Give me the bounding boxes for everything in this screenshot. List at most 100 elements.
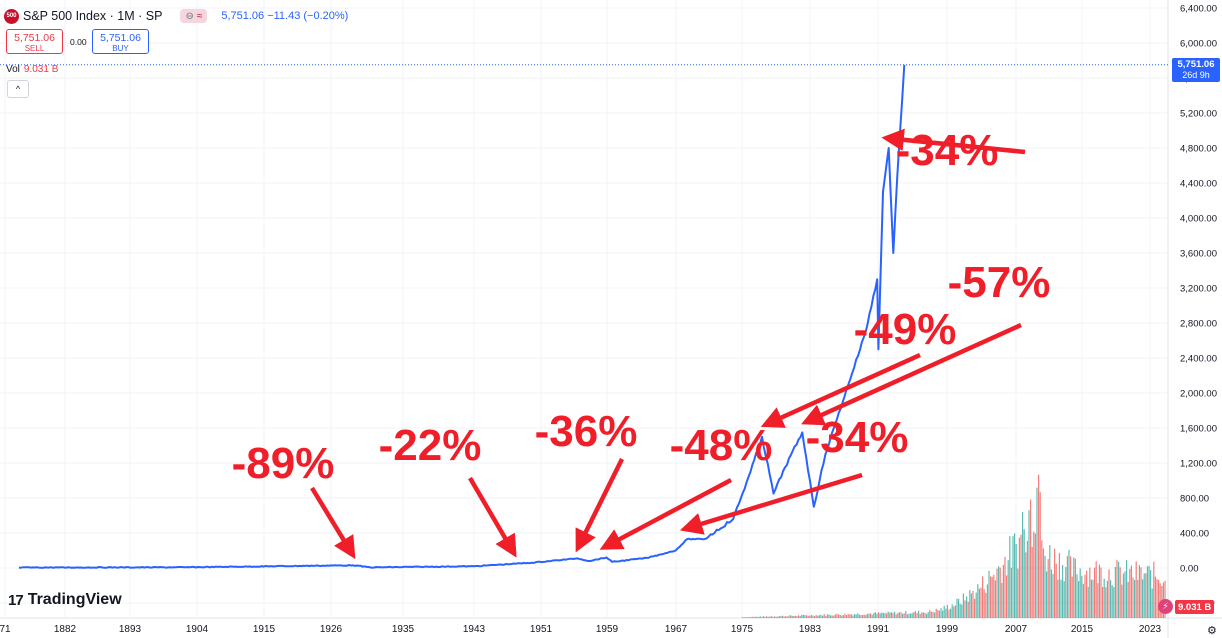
volume-bar (908, 613, 910, 618)
volume-bar (1151, 588, 1153, 618)
drawdown-label: -36% (535, 407, 638, 456)
volume-bar (882, 613, 884, 618)
volume-bar (1090, 579, 1092, 618)
volume-bar (1004, 556, 1006, 618)
volume-bar (874, 612, 876, 618)
volume-bar (1158, 579, 1160, 618)
buy-button[interactable]: 5,751.06 BUY (92, 29, 149, 54)
drawdown-arrow (679, 472, 863, 535)
volume-bar (866, 613, 868, 618)
x-tick-label: 1915 (253, 624, 276, 635)
x-tick-label: 1904 (186, 624, 209, 635)
volume-bar (748, 616, 750, 618)
volume-bar (887, 611, 889, 618)
lightning-icon[interactable]: ⚡ (1158, 599, 1173, 614)
volume-bar (1060, 579, 1062, 618)
volume-bar (863, 614, 865, 618)
compare-icon[interactable]: ≈ (196, 10, 203, 22)
volume-bar (1065, 567, 1067, 618)
volume-bar (1097, 583, 1099, 618)
sell-button[interactable]: 5,751.06 SELL (6, 29, 63, 54)
volume-bar (852, 615, 854, 618)
y-tick-label: 1,600.00 (1180, 424, 1217, 435)
volume-bar (774, 616, 776, 618)
volume-bar (770, 616, 772, 618)
volume-bar (927, 611, 929, 618)
volume-bar (902, 613, 904, 618)
volume-bar (1126, 560, 1128, 618)
drawdown-label: -89% (232, 439, 335, 488)
volume-bar (910, 613, 912, 618)
volume-bar (970, 593, 972, 618)
volume-bar (1078, 581, 1080, 618)
volume-bar (1132, 577, 1134, 618)
volume-bar (1124, 571, 1126, 618)
volume-bar (1073, 557, 1075, 618)
volume-bar (1134, 579, 1136, 618)
indicator-toggle[interactable]: ⊖ ≈ (180, 9, 208, 23)
y-tick-label: 6,000.00 (1180, 39, 1217, 50)
volume-bar (814, 616, 816, 618)
symbol-title[interactable]: S&P 500 Index · 1M · SP (23, 9, 163, 23)
y-tick-label: 2,000.00 (1180, 389, 1217, 400)
volume-bar (1052, 573, 1054, 618)
volume-badge: 9.031 B (1175, 600, 1215, 614)
y-tick-label: 4,400.00 (1180, 179, 1217, 190)
volume-bar (1012, 536, 1014, 618)
last-price-tag: 5,751.06 26d 9h (1172, 58, 1220, 82)
volume-bar (831, 615, 833, 618)
y-tick-label: 1,200.00 (1180, 459, 1217, 470)
volume-legend: Vol 9.031 B (6, 64, 58, 75)
volume-bar (1038, 474, 1040, 618)
volume-bar (826, 614, 828, 618)
volume-bar (1143, 573, 1145, 618)
volume-bar (857, 613, 859, 618)
volume-bar (1140, 567, 1142, 618)
volume-bar (988, 570, 990, 618)
volume-bar (1148, 565, 1150, 618)
volume-bar (865, 615, 867, 618)
volume-bar (1086, 570, 1088, 618)
volume-bar (788, 615, 790, 618)
volume-bar (897, 612, 899, 618)
hide-icon[interactable]: ⊖ (185, 10, 194, 22)
volume-bar (943, 605, 945, 618)
volume-bar (1039, 492, 1041, 618)
y-axis[interactable]: 6,400.006,000.005,600.005,200.004,800.00… (1180, 4, 1217, 610)
gear-icon[interactable]: ⚙ (1207, 625, 1217, 637)
volume-bar (1044, 555, 1046, 618)
volume-bar (1092, 579, 1094, 618)
x-tick-label: 1999 (936, 624, 959, 635)
collapse-legend-button[interactable]: ^ (7, 80, 29, 98)
volume-bar (977, 584, 979, 618)
drawdown-annotations: -89% -22% -36% -48% -34% -49%-57% -34% (232, 126, 1050, 560)
volume-bar (1106, 580, 1108, 618)
volume-bar (1049, 545, 1051, 618)
volume-bar (982, 576, 984, 618)
drawdown-arrow (760, 352, 921, 428)
volume-bar (996, 568, 998, 618)
drawdown-label: -34% (806, 413, 909, 462)
y-tick-label: 4,000.00 (1180, 214, 1217, 225)
volume-bar (750, 617, 752, 618)
volume-bar (966, 596, 968, 618)
volume-bar (1017, 568, 1019, 618)
volume-bar (889, 612, 891, 618)
drawdown-arrow (881, 128, 1026, 155)
price-series-line (18, 64, 906, 569)
y-tick-label: 4,800.00 (1180, 144, 1217, 155)
spread-value: 0.00 (70, 37, 87, 47)
y-tick-label: 3,200.00 (1180, 284, 1217, 295)
volume-bar (913, 612, 915, 618)
volume-bar (841, 615, 843, 618)
volume-bar (759, 616, 761, 618)
tradingview-logo[interactable]: 17 TradingView (8, 591, 122, 609)
x-tick-label: 1893 (119, 624, 142, 635)
volume-bar (862, 614, 864, 618)
volume-bar (921, 612, 923, 618)
volume-bar (892, 612, 894, 618)
x-axis[interactable]: 71 1882 1893 1904 1915 1926 1935 1943 1951 1959 19… (0, 624, 1162, 635)
volume-bar (1033, 531, 1035, 618)
volume-bar (1154, 576, 1156, 618)
